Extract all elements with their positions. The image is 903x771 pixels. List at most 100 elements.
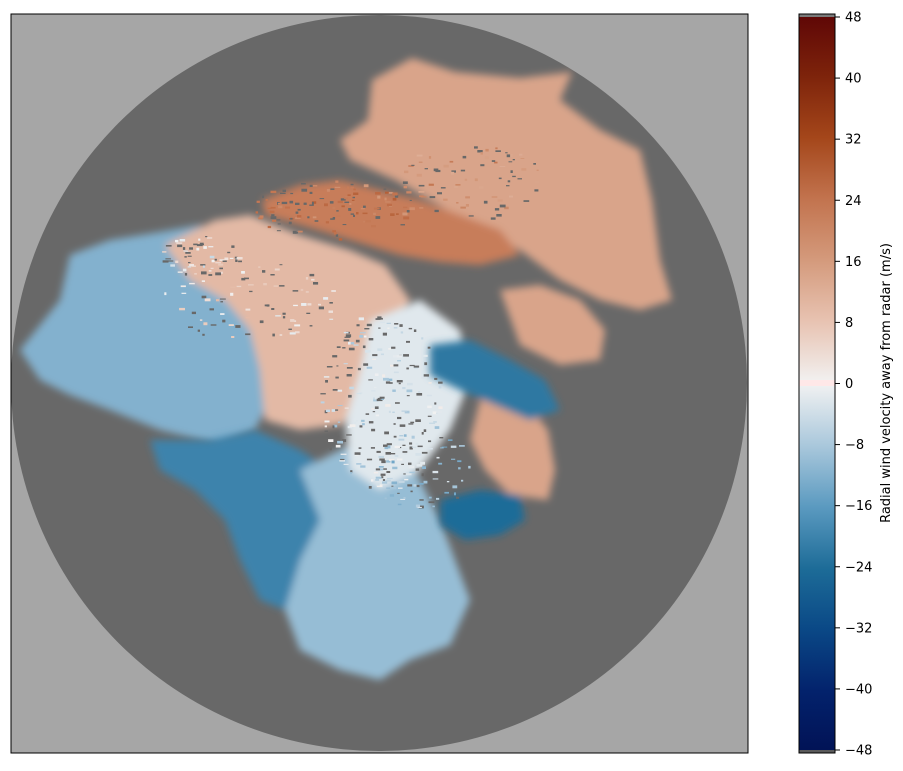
echo-speckle-pixel	[409, 207, 415, 211]
echo-speckle-pixel	[436, 411, 443, 414]
echo-speckle-pixel	[337, 389, 343, 392]
echo-speckle-pixel	[337, 405, 343, 407]
echo-speckle-pixel	[363, 205, 366, 208]
echo-speckle-pixel	[380, 468, 384, 471]
echo-speckle-pixel	[494, 161, 498, 164]
echo-speckle-pixel	[378, 466, 384, 468]
echo-speckle-pixel	[329, 201, 334, 204]
echo-speckle-pixel	[370, 447, 375, 449]
echo-speckle-pixel	[196, 247, 200, 251]
echo-speckle-pixel	[208, 270, 212, 272]
echo-speckle-pixel	[297, 208, 301, 211]
echo-speckle-pixel	[509, 195, 513, 198]
echo-speckle-pixel	[280, 192, 286, 194]
echo-speckle-pixel	[436, 456, 440, 459]
echo-speckle-pixel	[428, 440, 432, 443]
echo-speckle-pixel	[423, 354, 428, 357]
echo-speckle-pixel	[426, 394, 432, 397]
echo-speckle-pixel	[366, 366, 373, 369]
echo-speckle-pixel	[353, 214, 355, 217]
echo-speckle-pixel	[402, 451, 408, 453]
echo-speckle-pixel	[204, 298, 211, 302]
echo-speckle-pixel	[386, 471, 391, 473]
echo-speckle-pixel	[389, 205, 393, 207]
echo-speckle-pixel	[324, 430, 328, 432]
echo-speckle-pixel	[428, 382, 432, 384]
echo-speckle-pixel	[279, 334, 283, 336]
echo-speckle-pixel	[202, 333, 205, 336]
echo-speckle-pixel	[234, 256, 238, 259]
echo-speckle-pixel	[427, 346, 431, 349]
echo-speckle-pixel	[411, 435, 415, 439]
echo-speckle-pixel	[512, 159, 515, 161]
echo-speckle-pixel	[348, 347, 355, 351]
echo-speckle-pixel	[188, 326, 193, 328]
echo-speckle-pixel	[371, 225, 376, 228]
echo-speckle-pixel	[216, 299, 220, 302]
echo-speckle-pixel	[416, 173, 422, 177]
echo-speckle-pixel	[199, 242, 204, 245]
echo-speckle-pixel	[235, 259, 238, 262]
colorbar-tick-label: −16	[845, 499, 872, 514]
echo-speckle-pixel	[324, 420, 330, 423]
echo-speckle-pixel	[182, 268, 187, 272]
echo-speckle-pixel	[423, 374, 429, 377]
echo-speckle-pixel	[326, 366, 333, 368]
echo-speckle-pixel	[347, 194, 351, 196]
echo-speckle-pixel	[182, 247, 186, 250]
echo-speckle-pixel	[375, 192, 381, 195]
echo-speckle-pixel	[409, 471, 415, 474]
echo-speckle-pixel	[391, 346, 396, 349]
echo-speckle-pixel	[269, 210, 275, 213]
echo-speckle-pixel	[320, 393, 326, 395]
echo-speckle-pixel	[301, 188, 308, 192]
echo-speckle-pixel	[371, 428, 376, 432]
echo-speckle-pixel	[267, 225, 272, 229]
echo-speckle-pixel	[458, 467, 461, 470]
echo-speckle-pixel	[392, 192, 398, 196]
echo-speckle-pixel	[389, 494, 395, 497]
echo-speckle-pixel	[415, 504, 420, 508]
echo-speckle-pixel	[438, 406, 443, 409]
echo-speckle-pixel	[419, 483, 424, 485]
echo-speckle-pixel	[309, 184, 313, 187]
colorbar-ticks: −48 −40 −32 −24 −16 −8 0 8 16 24 32 40 48	[835, 11, 872, 759]
echo-speckle-pixel	[187, 266, 192, 268]
echo-speckle-pixel	[330, 188, 335, 190]
echo-speckle-pixel	[405, 473, 412, 476]
echo-speckle-pixel	[406, 389, 413, 393]
echo-speckle-pixel	[342, 224, 347, 226]
echo-speckle-pixel	[459, 469, 463, 471]
echo-speckle-pixel	[383, 470, 387, 472]
echo-speckle-pixel	[393, 423, 396, 425]
echo-speckle-pixel	[215, 272, 221, 276]
echo-speckle-pixel	[162, 260, 169, 263]
echo-speckle-pixel	[350, 472, 353, 475]
echo-speckle-pixel	[483, 200, 488, 204]
echo-speckle-pixel	[397, 503, 402, 506]
echo-region-northeast	[262, 58, 672, 310]
echo-speckle-pixel	[372, 358, 376, 360]
echo-speckle-pixel	[343, 331, 349, 334]
echo-speckle-pixel	[434, 209, 439, 213]
echo-speckle-pixel	[403, 434, 407, 437]
echo-speckle-pixel	[350, 183, 354, 186]
echo-speckle-pixel	[318, 303, 321, 306]
echo-speckle-pixel	[435, 169, 441, 173]
echo-speckle-pixel	[295, 331, 300, 334]
echo-speckle-pixel	[307, 216, 310, 219]
echo-speckle-pixel	[407, 382, 413, 386]
echo-speckle-pixel	[462, 155, 467, 159]
echo-speckle-pixel	[443, 164, 449, 168]
echo-speckle-pixel	[298, 230, 303, 233]
echo-speckle-pixel	[227, 251, 231, 254]
echo-speckle-pixel	[335, 234, 339, 237]
echo-speckle-pixel	[373, 471, 379, 474]
echo-speckle-pixel	[429, 196, 436, 199]
echo-speckle-pixel	[351, 199, 355, 202]
echo-speckle-pixel	[359, 332, 366, 334]
echo-speckle-pixel	[218, 263, 224, 266]
echo-speckle-pixel	[318, 306, 324, 310]
echo-speckle-pixel	[400, 331, 404, 334]
echo-speckle-pixel	[384, 447, 388, 450]
